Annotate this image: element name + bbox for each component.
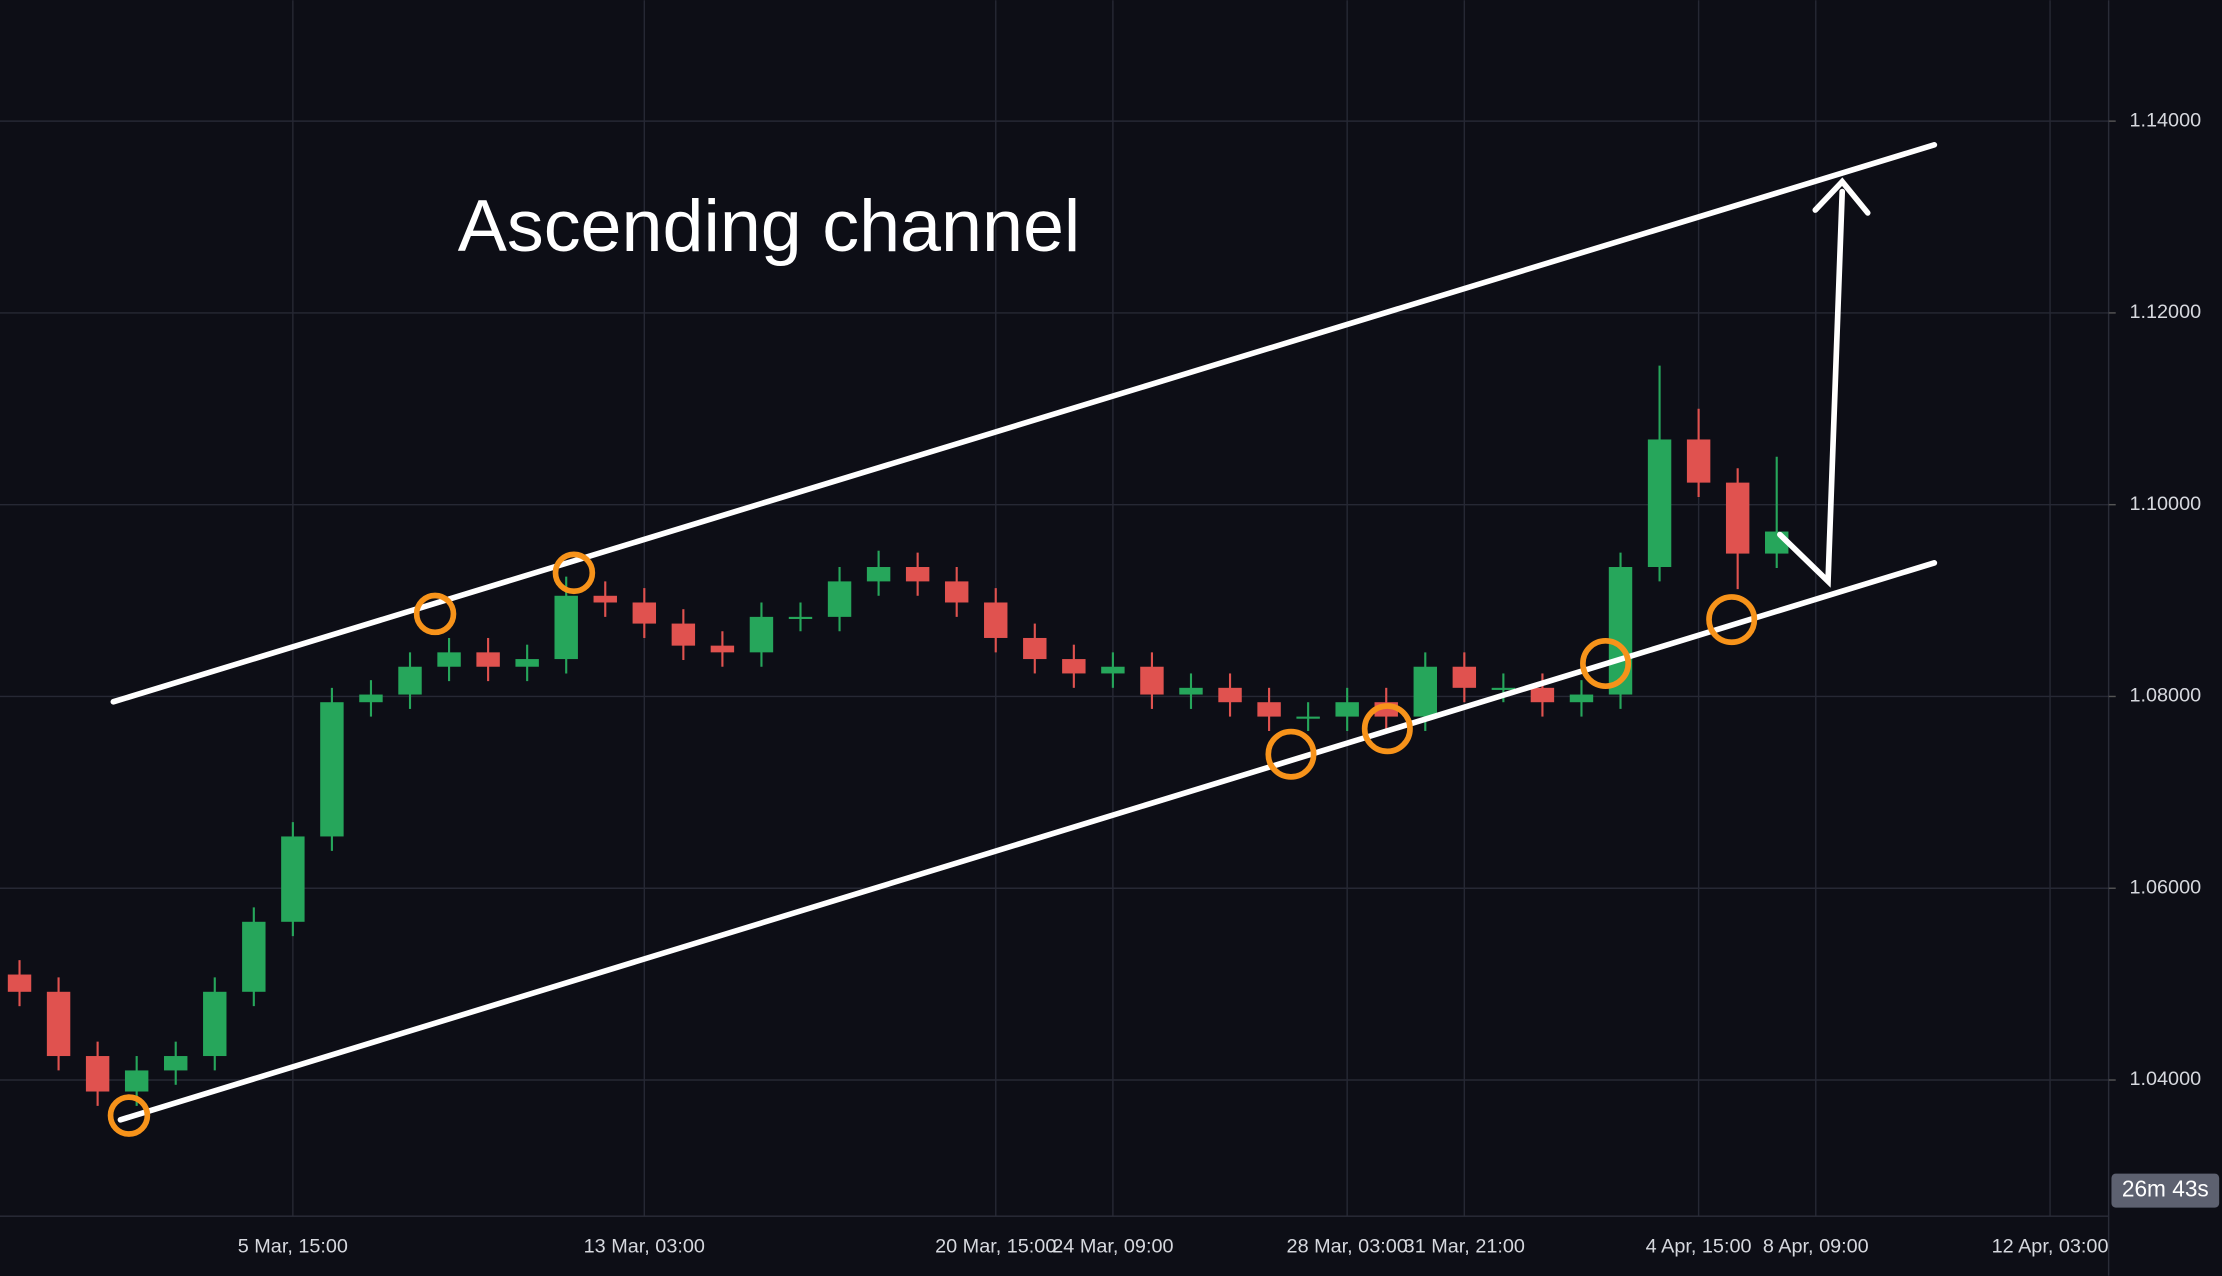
- touch-points: [107, 551, 1758, 1137]
- candle-body: [1530, 687, 1555, 703]
- x-tick-label: 31 Mar, 21:00: [1404, 1236, 1525, 1258]
- y-tick-label: 1.10000: [2129, 493, 2201, 515]
- x-tick-label: 13 Mar, 03:00: [584, 1236, 705, 1258]
- candle-body: [554, 595, 578, 660]
- touch-circle: [107, 1094, 151, 1137]
- candle-body: [866, 567, 891, 582]
- candle-body: [164, 1056, 188, 1071]
- candle-body: [1569, 694, 1594, 703]
- x-tick-label: 5 Mar, 15:00: [238, 1236, 348, 1258]
- candle-body: [984, 602, 1008, 638]
- candle-body: [671, 623, 696, 646]
- candle-body: [85, 1056, 110, 1092]
- candle-body: [1686, 439, 1711, 483]
- candles: [7, 365, 1789, 1106]
- y-tick-label: 1.14000: [2129, 109, 2201, 131]
- candle-body: [515, 659, 539, 667]
- candle-body: [398, 666, 422, 695]
- candle-body: [1257, 702, 1281, 717]
- y-tick-label: 1.12000: [2129, 301, 2201, 323]
- candle-body: [124, 1070, 149, 1092]
- touch-circle: [1706, 594, 1758, 646]
- candle-body: [281, 836, 305, 922]
- candle-body: [749, 616, 774, 653]
- projection-arrow: [1777, 188, 1846, 588]
- x-tick-label: 20 Mar, 15:00: [935, 1236, 1056, 1258]
- candle-body: [46, 991, 71, 1057]
- grid: [0, 0, 2109, 1217]
- touch-circle: [413, 592, 457, 636]
- candle-body: [788, 616, 813, 619]
- candle-body: [476, 652, 500, 667]
- candle-body: [1335, 702, 1359, 717]
- y-tick-label: 1.04000: [2129, 1068, 2201, 1090]
- candle-body: [905, 567, 930, 582]
- y-tick-label: 1.08000: [2129, 685, 2201, 707]
- arrow-head: [1812, 177, 1871, 216]
- candle-body: [1179, 687, 1203, 695]
- candle-body: [1452, 666, 1477, 688]
- chart-title: Ascending channel: [458, 184, 1081, 267]
- candle-body: [944, 581, 969, 603]
- countdown-box: [2111, 1173, 2220, 1208]
- candle-body: [632, 602, 657, 624]
- countdown: 26m 43s: [2122, 1176, 2209, 1202]
- candle-body: [1140, 666, 1164, 695]
- candle-body: [203, 991, 227, 1057]
- candle-body: [827, 581, 852, 617]
- touch-circle: [1361, 703, 1413, 755]
- candle-body: [1296, 716, 1320, 719]
- candle-body: [1608, 567, 1633, 695]
- candle-body: [1218, 687, 1242, 703]
- candle-body: [242, 921, 266, 992]
- candle-body: [359, 694, 383, 703]
- x-tick-label: 12 Apr, 03:00: [1992, 1236, 2109, 1258]
- channel-lower: [117, 560, 1938, 1123]
- candle-body: [1647, 439, 1672, 568]
- x-tick-label: 8 Apr, 09:00: [1763, 1236, 1869, 1258]
- candle-body: [1413, 666, 1437, 717]
- x-tick-label: 24 Mar, 09:00: [1052, 1236, 1173, 1258]
- candle-body: [1062, 659, 1086, 674]
- x-tick-label: 28 Mar, 03:00: [1287, 1236, 1408, 1258]
- candle-body: [437, 652, 461, 667]
- touch-circle: [1265, 728, 1317, 780]
- candle-body: [593, 595, 617, 603]
- candle-body: [320, 702, 344, 837]
- y-tick-label: 1.06000: [2129, 876, 2201, 898]
- candle-body: [1491, 687, 1516, 690]
- candle-body: [1101, 666, 1125, 674]
- x-tick-label: 4 Apr, 15:00: [1646, 1236, 1752, 1258]
- candle-body: [1023, 637, 1047, 660]
- candle-body: [7, 974, 32, 992]
- touch-circle: [1580, 638, 1632, 690]
- candle-body: [1725, 482, 1750, 554]
- touch-circle: [552, 551, 596, 595]
- candle-body: [710, 645, 735, 653]
